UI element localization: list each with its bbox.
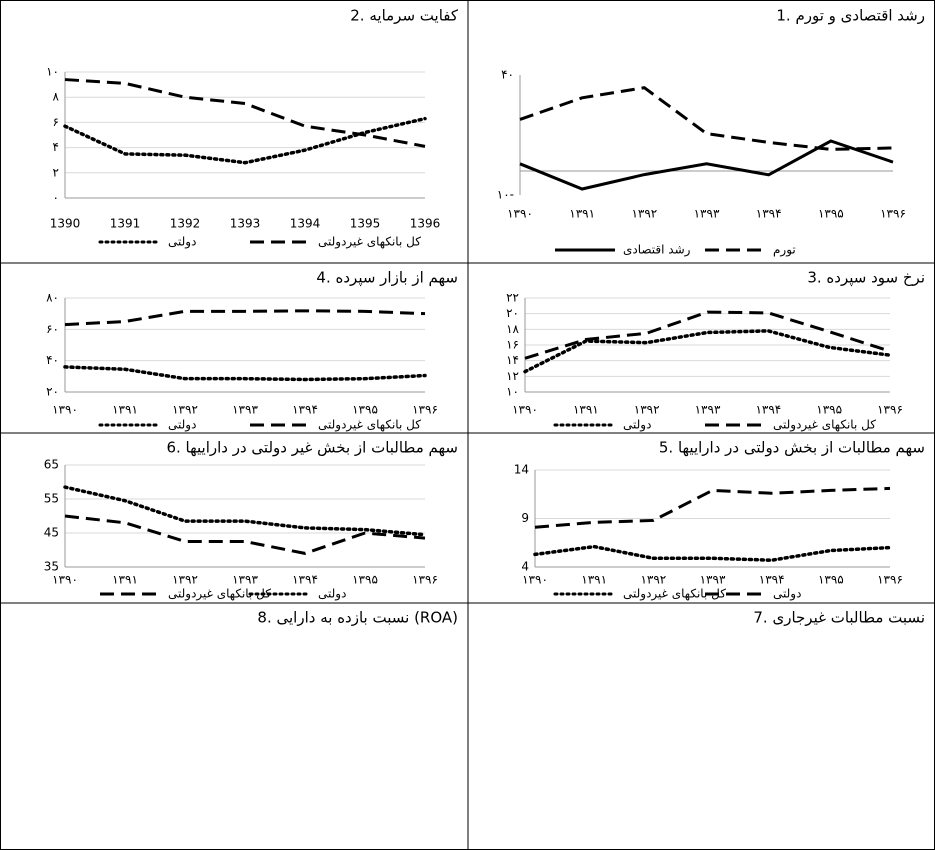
legend-label: کل بانکهای غیردولتی bbox=[623, 587, 726, 602]
x-tick-label: 1390 bbox=[50, 217, 81, 231]
panel-title: 7. نسبت مطالبات غیرجاری bbox=[753, 609, 925, 627]
y-tick-label: ۴۰ bbox=[46, 353, 59, 367]
data-line bbox=[520, 88, 893, 150]
y-tick-label: 65 bbox=[44, 458, 59, 472]
panel-title: 5. سهم مطالبات از بخش دولتی در داراییها bbox=[659, 439, 925, 457]
x-tick-label: ۱۳۹۶ bbox=[880, 207, 906, 221]
legend-label: دولتی bbox=[318, 587, 346, 602]
x-tick-label: ۱۳۹۰ bbox=[52, 573, 78, 587]
panel-title: 4. سهم از بازار سپرده bbox=[316, 269, 458, 288]
y-tick-label: ۲۲ bbox=[506, 291, 519, 305]
x-tick-label: 1392 bbox=[170, 217, 201, 231]
x-tick-label: ۱۳۹۴ bbox=[756, 207, 782, 221]
y-tick-label: ۱۰- bbox=[497, 188, 514, 202]
y-tick-label: ۴۰ bbox=[501, 68, 514, 82]
y-tick-label: 45 bbox=[44, 526, 59, 540]
y-tick-label: ۱۰ bbox=[46, 65, 59, 79]
panel-title: 3. نرخ سود سپرده bbox=[807, 269, 925, 288]
x-tick-label: ۱۳۹۲ bbox=[172, 573, 198, 587]
y-tick-label: 9 bbox=[521, 511, 529, 525]
x-tick-label: 1394 bbox=[290, 217, 321, 231]
legend-label: کل بانکهای غیردولتی bbox=[168, 587, 271, 602]
data-line bbox=[65, 487, 425, 535]
x-tick-label: 1396 bbox=[410, 217, 441, 231]
y-tick-label: ۱۲ bbox=[506, 369, 519, 383]
y-tick-label: 55 bbox=[44, 492, 59, 506]
x-tick-label: ۱۳۹۲ bbox=[634, 403, 660, 417]
x-tick-label: ۱۳۹۱ bbox=[573, 403, 599, 417]
y-tick-label: ۴ bbox=[53, 140, 59, 154]
panel-title: 8. نسبت بازده به دارایی (ROA) bbox=[257, 609, 458, 627]
data-line bbox=[535, 547, 890, 561]
x-tick-label: ۱۳۹۳ bbox=[232, 573, 258, 587]
y-tick-label: ۰ bbox=[53, 191, 59, 205]
x-tick-label: ۱۳۹۰ bbox=[507, 207, 533, 221]
x-tick-label: ۱۳۹۵ bbox=[352, 403, 378, 417]
x-tick-label: ۱۳۹۰ bbox=[512, 403, 538, 417]
legend-label: کل بانکهای غیردولتی bbox=[318, 235, 421, 250]
x-tick-label: 1393 bbox=[230, 217, 261, 231]
x-tick-label: ۱۳۹۰ bbox=[522, 573, 548, 587]
y-tick-label: 35 bbox=[44, 560, 59, 574]
y-tick-label: ۸۰ bbox=[46, 291, 59, 305]
y-tick-label: ۱۶ bbox=[506, 338, 519, 352]
x-tick-label: ۱۳۹۳ bbox=[232, 403, 258, 417]
figure: 1. رشد اقتصادی و تورم 2. کفایت سرمایه 3.… bbox=[0, 0, 935, 850]
data-line bbox=[65, 119, 425, 163]
y-tick-label: ۶ bbox=[53, 115, 59, 129]
x-tick-label: ۱۳۹۵ bbox=[816, 403, 842, 417]
x-tick-label: 1395 bbox=[350, 217, 381, 231]
x-tick-label: ۱۳۹۵ bbox=[818, 573, 844, 587]
x-tick-label: ۱۳۹۵ bbox=[352, 573, 378, 587]
data-line bbox=[525, 312, 890, 358]
legend-label: کل بانکهای غیردولتی bbox=[318, 418, 421, 433]
data-line bbox=[65, 367, 425, 380]
x-tick-label: ۱۳۹۳ bbox=[695, 403, 721, 417]
y-tick-label: ۶۰ bbox=[46, 322, 59, 336]
x-tick-label: ۱۳۹۳ bbox=[694, 207, 720, 221]
x-tick-label: ۱۳۹۶ bbox=[877, 573, 903, 587]
x-tick-label: ۱۳۹۳ bbox=[700, 573, 726, 587]
x-tick-label: 1391 bbox=[110, 217, 141, 231]
y-tick-label: ۱۴ bbox=[506, 353, 519, 367]
y-tick-label: ۲۰ bbox=[506, 306, 519, 320]
legend-label: دولتی bbox=[168, 235, 196, 250]
x-tick-label: ۱۳۹۰ bbox=[52, 403, 78, 417]
legend-label: کل بانکهای غیردولتی bbox=[773, 418, 876, 433]
x-tick-label: ۱۳۹۲ bbox=[172, 403, 198, 417]
panel-title: 6. سهم مطالبات از بخش غیر دولتی در دارای… bbox=[166, 439, 458, 457]
data-line bbox=[525, 331, 890, 372]
y-tick-label: ۲۰ bbox=[46, 385, 59, 399]
x-tick-label: ۱۳۹۲ bbox=[631, 207, 657, 221]
x-tick-label: ۱۳۹۱ bbox=[112, 573, 138, 587]
x-tick-label: ۱۳۹۴ bbox=[292, 573, 318, 587]
legend-label: دولتی bbox=[168, 418, 196, 433]
x-tick-label: ۱۳۹۴ bbox=[292, 403, 318, 417]
y-tick-label: ۲ bbox=[53, 165, 59, 179]
panel-title: 2. کفایت سرمایه bbox=[350, 7, 459, 25]
y-tick-label: ۱۸ bbox=[506, 322, 519, 336]
data-line bbox=[535, 488, 890, 527]
x-tick-label: ۱۳۹۶ bbox=[877, 403, 903, 417]
x-tick-label: ۱۳۹۶ bbox=[412, 573, 438, 587]
legend-label: رشد اقتصادی bbox=[623, 243, 691, 258]
y-tick-label: ۱۰ bbox=[506, 385, 519, 399]
y-tick-label: 14 bbox=[514, 463, 529, 477]
x-tick-label: ۱۳۹۱ bbox=[112, 403, 138, 417]
panel-title: 1. رشد اقتصادی و تورم bbox=[776, 7, 925, 25]
legend-label: تورم bbox=[773, 243, 796, 258]
y-tick-label: 4 bbox=[521, 560, 529, 574]
data-line bbox=[65, 80, 425, 147]
x-tick-label: ۱۳۹۴ bbox=[755, 403, 781, 417]
x-tick-label: ۱۳۹۵ bbox=[818, 207, 844, 221]
data-line bbox=[65, 311, 425, 325]
legend-label: دولتی bbox=[773, 587, 801, 602]
x-tick-label: ۱۳۹۱ bbox=[581, 573, 607, 587]
x-tick-label: ۱۳۹۱ bbox=[569, 207, 595, 221]
legend-label: دولتی bbox=[623, 418, 651, 433]
x-tick-label: ۱۳۹۴ bbox=[759, 573, 785, 587]
y-tick-label: ۸ bbox=[53, 90, 60, 104]
x-tick-label: ۱۳۹۶ bbox=[412, 403, 438, 417]
x-tick-label: ۱۳۹۲ bbox=[640, 573, 666, 587]
